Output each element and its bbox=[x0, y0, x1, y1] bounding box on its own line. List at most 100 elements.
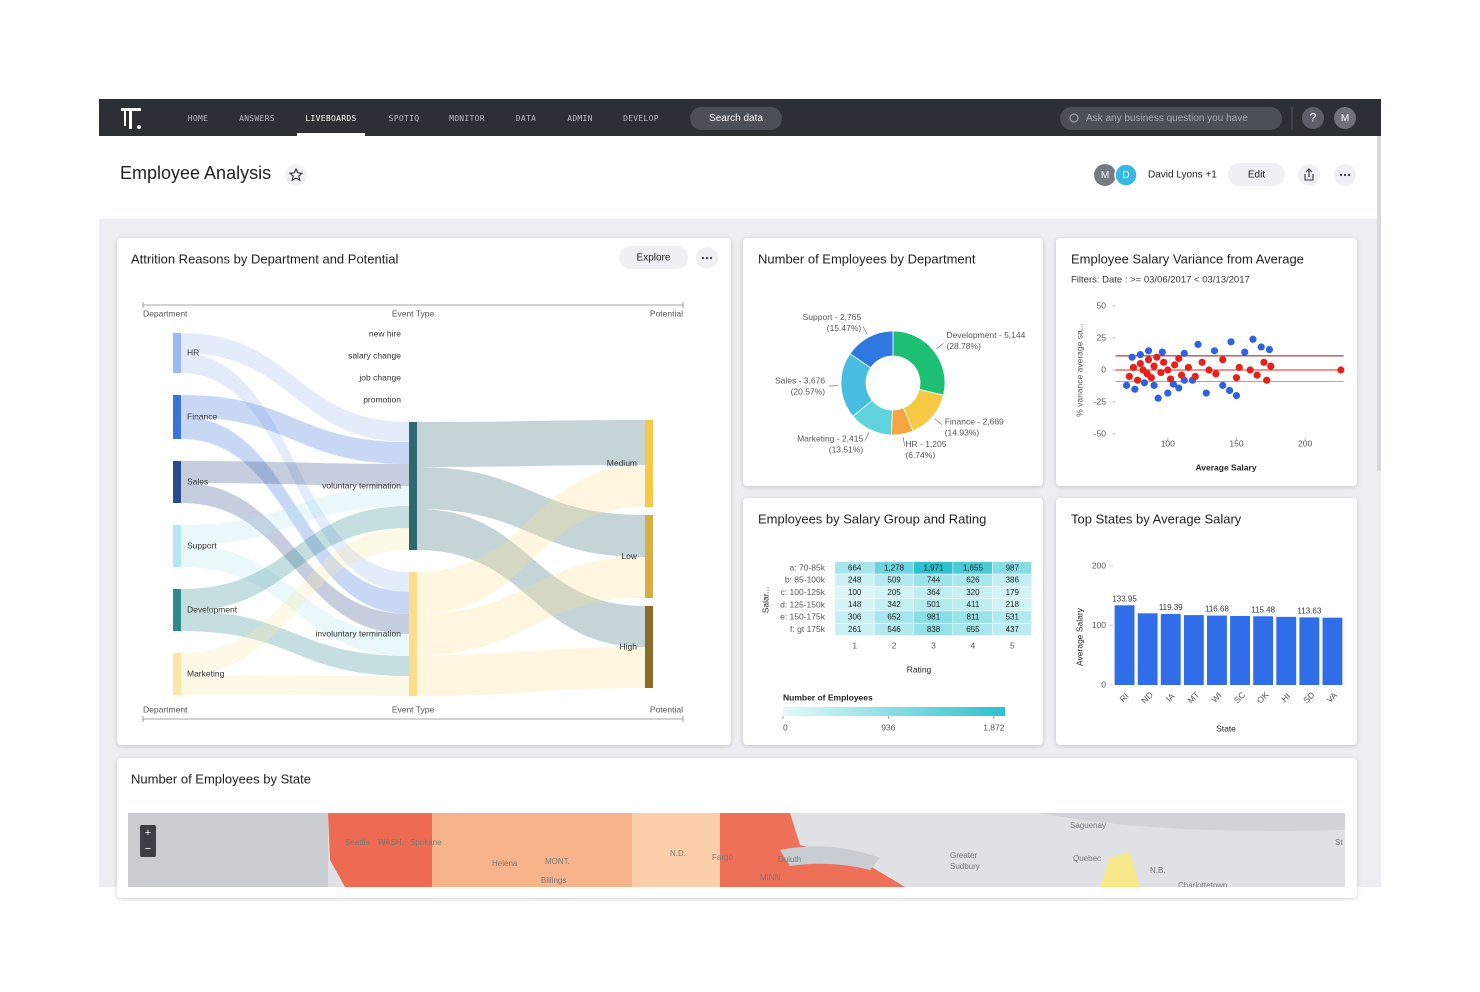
edit-label: Edit bbox=[1248, 170, 1265, 181]
scatter-point bbox=[1247, 366, 1254, 373]
nav-active-underline bbox=[297, 133, 365, 136]
sankey-node-label: Marketing bbox=[187, 668, 225, 678]
cell-label: 306 bbox=[848, 612, 862, 621]
row-label: c: 100-125k bbox=[781, 587, 826, 597]
cell-label: 437 bbox=[1006, 625, 1020, 634]
card-title: Number of Employees by Department bbox=[758, 251, 976, 266]
cell-label: 744 bbox=[927, 576, 941, 585]
nav-item[interactable]: HOME bbox=[188, 114, 208, 123]
scatter-point bbox=[1159, 348, 1166, 355]
scatter-point bbox=[1199, 359, 1206, 366]
scatter-point bbox=[1137, 351, 1144, 358]
sankey-column-label: Potential bbox=[650, 704, 683, 714]
nav-item[interactable]: SPOTIQ bbox=[389, 114, 420, 123]
map-label: Greater bbox=[950, 851, 977, 860]
bar-value-label: 133.95 bbox=[1112, 594, 1137, 603]
y-axis-label: Average Salary bbox=[1074, 607, 1084, 666]
scatter-point bbox=[1194, 341, 1201, 348]
scatter-point bbox=[1192, 373, 1199, 380]
sankey-column-label: Department bbox=[143, 704, 188, 714]
scatter-point bbox=[1241, 348, 1248, 355]
bar bbox=[1299, 617, 1319, 685]
scatter-point bbox=[1226, 387, 1233, 394]
nav-item[interactable]: ANSWERS bbox=[239, 114, 275, 123]
x-axis-label[interactable]: State bbox=[1216, 723, 1236, 733]
map-label: Billings bbox=[541, 876, 566, 885]
sankey-column-label: Department bbox=[143, 308, 188, 318]
cell-label: 100 bbox=[848, 588, 862, 597]
cell-label: 386 bbox=[1006, 576, 1020, 585]
card-title: Number of Employees by State bbox=[131, 771, 311, 786]
scatter-point bbox=[1128, 354, 1135, 361]
slice-label: Marketing - 2,415 bbox=[797, 433, 863, 443]
cell-label: 261 bbox=[848, 625, 862, 634]
cell-label: 509 bbox=[887, 576, 901, 585]
scatter-point bbox=[1205, 366, 1212, 373]
scatter-point bbox=[1211, 347, 1218, 354]
scatter-point bbox=[1266, 346, 1273, 353]
y-axis-label: Salar... bbox=[760, 587, 770, 613]
legend-bar bbox=[783, 707, 1005, 716]
slice-label: Support - 2,765 bbox=[803, 312, 862, 322]
sankey-node-label: Low bbox=[621, 551, 637, 561]
more-icon bbox=[1340, 174, 1350, 176]
bar bbox=[1230, 616, 1250, 685]
nav-item[interactable]: LIVEBOARDS bbox=[305, 114, 356, 123]
logo-stem bbox=[124, 111, 126, 126]
scatter-point bbox=[1167, 375, 1174, 382]
nav-item[interactable]: DEVELOP bbox=[623, 114, 659, 123]
map-state bbox=[328, 813, 432, 887]
logo-dot bbox=[137, 125, 141, 129]
scatter-point bbox=[1130, 364, 1137, 371]
nav-item[interactable]: MONITOR bbox=[449, 114, 485, 123]
card-subtitle: Filters: Date : >= 03/06/2017 < 03/13/20… bbox=[1071, 275, 1250, 286]
card-title: Attrition Reasons by Department and Pote… bbox=[131, 251, 398, 266]
owners-label: David Lyons +1 bbox=[1148, 170, 1217, 181]
cell-label: 1,655 bbox=[963, 563, 984, 572]
scatter-point bbox=[1123, 382, 1130, 389]
scatter-point bbox=[1253, 372, 1260, 379]
bar-value-label: 115.48 bbox=[1251, 605, 1275, 614]
nav-item[interactable]: ADMIN bbox=[567, 114, 593, 123]
x-axis-label[interactable]: Rating bbox=[907, 664, 932, 674]
zoom-in[interactable]: + bbox=[145, 827, 151, 839]
bar bbox=[1138, 613, 1158, 685]
sankey-node bbox=[645, 515, 653, 598]
cell-label: 179 bbox=[1006, 588, 1020, 597]
scatter-point bbox=[1263, 377, 1270, 384]
scatter-point bbox=[1164, 366, 1171, 373]
nav-item[interactable]: DATA bbox=[516, 114, 536, 123]
sankey-node bbox=[173, 589, 181, 631]
cell-label: 248 bbox=[848, 576, 862, 585]
scatter-point bbox=[1227, 338, 1234, 345]
cell-label: 655 bbox=[966, 625, 980, 634]
scatter-point bbox=[1175, 355, 1182, 362]
row-label: f: gt 175k bbox=[790, 624, 826, 634]
bar-value-label: 116.68 bbox=[1205, 605, 1229, 614]
row-label: a: 70-85k bbox=[790, 562, 826, 572]
map-label: MONT. bbox=[545, 857, 570, 866]
x-axis-label[interactable]: Average Salary bbox=[1195, 462, 1256, 472]
scatter-point bbox=[1212, 370, 1219, 377]
y-tick-label: -50 bbox=[1094, 428, 1107, 438]
sankey-node bbox=[173, 461, 181, 503]
favorite-button[interactable] bbox=[285, 164, 307, 186]
sankey-node-label: HR bbox=[187, 347, 199, 357]
zoom-out[interactable]: − bbox=[145, 843, 151, 855]
map-ocean bbox=[128, 813, 328, 887]
slice-percent: (28.78%) bbox=[946, 341, 981, 351]
cell-label: 838 bbox=[927, 625, 941, 634]
cell-label: 664 bbox=[848, 563, 862, 572]
scatter-point bbox=[1178, 372, 1185, 379]
scatter-point bbox=[1145, 347, 1152, 354]
sankey-node-label: involuntary termination bbox=[315, 628, 401, 638]
sankey-node-label: Finance bbox=[187, 411, 218, 421]
slice-percent: (6.74%) bbox=[905, 450, 935, 460]
map-label: Duluth bbox=[778, 855, 801, 864]
bar-value-label: 119.39 bbox=[1159, 603, 1183, 612]
scatter-point bbox=[1134, 377, 1141, 384]
scatter-point bbox=[1203, 389, 1210, 396]
sankey-node-label: Development bbox=[187, 604, 238, 614]
sankey-node bbox=[645, 606, 653, 688]
sankey-node-label: High bbox=[620, 641, 638, 651]
